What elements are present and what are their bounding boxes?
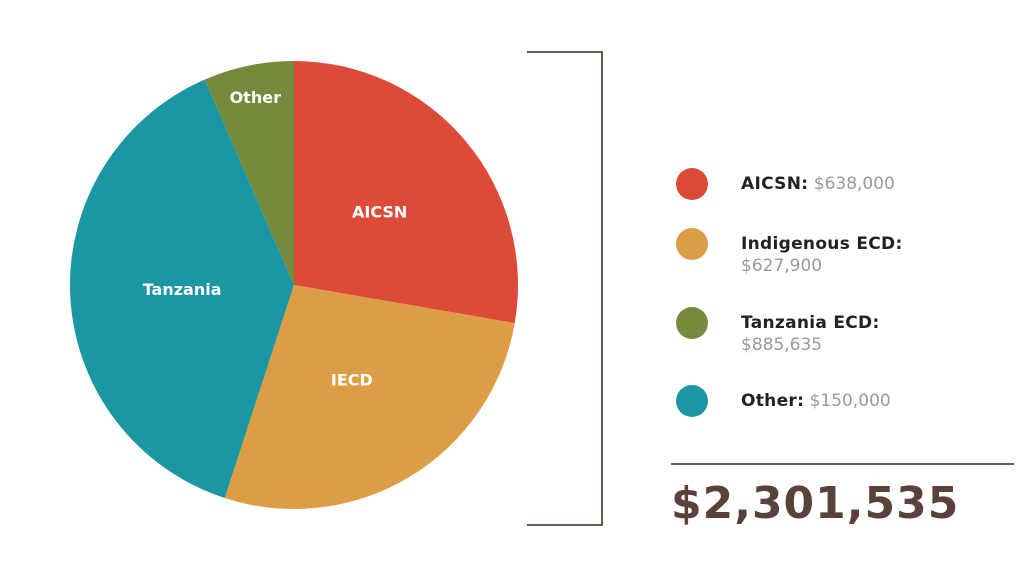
pie-slice-tanzania (69, 79, 294, 499)
legend-label-indigenous-ecd: Indigenous ECD: (741, 234, 903, 254)
pie-label-iecd: IECD (331, 370, 373, 389)
legend-value-other: $150,000 (809, 391, 891, 411)
legend-value-indigenous-ecd: $627,900 (741, 256, 823, 276)
legend-value-tanzania-ecd: $885,635 (741, 335, 823, 355)
pie-label-aicsn: AICSN (352, 202, 407, 221)
legend-item-indigenous-ecd: Indigenous ECD: $627,900 (676, 228, 903, 277)
legend-label-tanzania-ecd: Tanzania ECD: (741, 313, 880, 333)
legend-label-other: Other: (741, 391, 805, 411)
pie-label-tanzania: Tanzania (143, 280, 222, 299)
legend-label-aicsn: AICSN: (741, 174, 809, 194)
legend-item-tanzania-ecd: Tanzania ECD: $885,635 (676, 307, 880, 356)
pie-chart: AICSN IECD Tanzania Other (69, 61, 518, 509)
pie-slice-iecd (224, 285, 515, 509)
total-divider (671, 463, 1014, 465)
bracket-divider (527, 51, 603, 526)
legend-item-other: Other: $150,000 (676, 385, 891, 417)
legend-swatch-other (676, 385, 708, 417)
legend-value-aicsn: $638,000 (813, 174, 895, 194)
legend-item-aicsn: AICSN: $638,000 (676, 168, 895, 200)
pie-label-other: Other (230, 88, 281, 107)
pie-slice-aicsn (294, 61, 518, 324)
total-amount: $2,301,535 (671, 478, 960, 529)
legend-swatch-indigenous-ecd (676, 228, 708, 260)
legend-swatch-tanzania-ecd (676, 307, 708, 339)
pie-slice-other (204, 61, 294, 285)
legend-swatch-aicsn (676, 168, 708, 200)
